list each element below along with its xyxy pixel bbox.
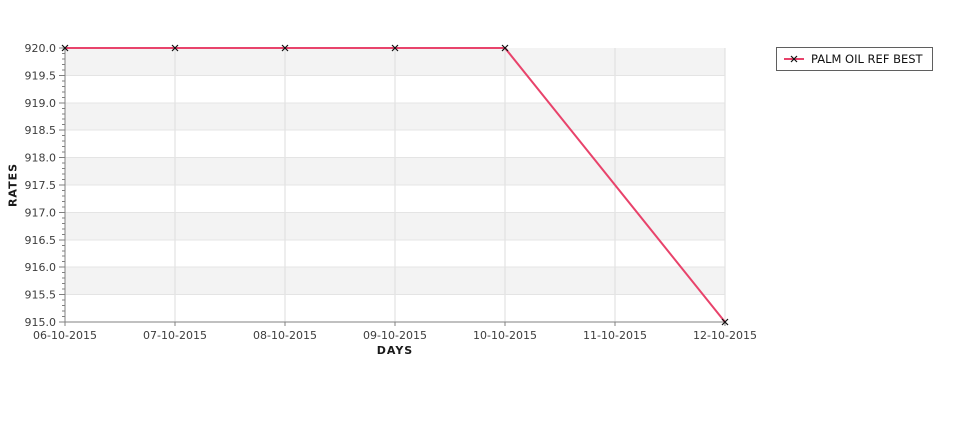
- svg-text:11-10-2015: 11-10-2015: [583, 329, 647, 342]
- svg-text:08-10-2015: 08-10-2015: [253, 329, 317, 342]
- svg-text:917.5: 917.5: [25, 179, 57, 192]
- svg-text:919.5: 919.5: [25, 69, 57, 82]
- svg-text:918.0: 918.0: [25, 152, 57, 165]
- svg-text:06-10-2015: 06-10-2015: [33, 329, 97, 342]
- svg-text:12-10-2015: 12-10-2015: [693, 329, 757, 342]
- svg-text:919.0: 919.0: [25, 97, 57, 110]
- y-axis-title: RATES: [6, 162, 20, 208]
- svg-text:07-10-2015: 07-10-2015: [143, 329, 207, 342]
- legend-box: PALM OIL REF BEST: [776, 47, 933, 71]
- svg-text:916.5: 916.5: [25, 234, 57, 247]
- svg-text:918.5: 918.5: [25, 124, 57, 137]
- x-axis-title: DAYS: [376, 344, 414, 357]
- svg-text:915.0: 915.0: [25, 316, 57, 329]
- svg-text:915.5: 915.5: [25, 289, 57, 302]
- svg-text:920.0: 920.0: [25, 42, 57, 55]
- svg-text:917.0: 917.0: [25, 206, 57, 219]
- svg-text:09-10-2015: 09-10-2015: [363, 329, 427, 342]
- svg-text:916.0: 916.0: [25, 261, 57, 274]
- legend-label: PALM OIL REF BEST: [811, 52, 923, 66]
- legend-series-line-x-marker-icon: [784, 55, 804, 63]
- svg-text:10-10-2015: 10-10-2015: [473, 329, 537, 342]
